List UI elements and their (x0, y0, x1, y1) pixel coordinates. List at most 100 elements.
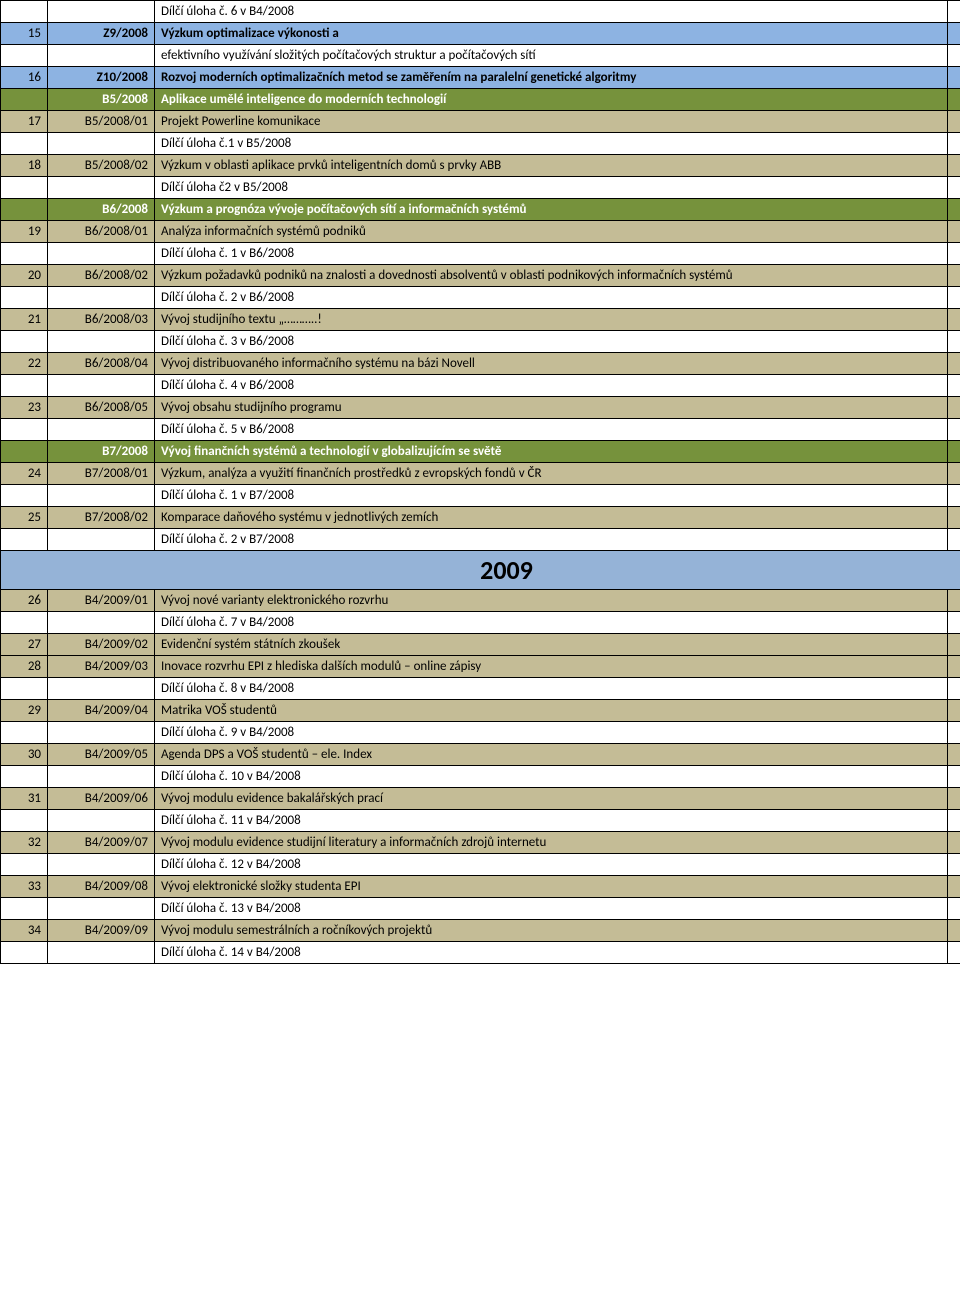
row-num (1, 942, 48, 964)
row-num (1, 243, 48, 265)
description: Vývoj finančních systémů a technologií v… (155, 441, 948, 463)
tag: EI (948, 309, 960, 331)
code (48, 854, 155, 876)
table-row: 18B5/2008/02Výzkum v oblasti aplikace pr… (1, 155, 960, 177)
code: B6/2008 (48, 199, 155, 221)
code: B4/2009/08 (48, 876, 155, 898)
code: B4/2009/02 (48, 634, 155, 656)
code: B6/2008/01 (48, 221, 155, 243)
table-row: Dílčí úloha č. 3 v B6/2008 (1, 331, 960, 353)
row-num (1, 375, 48, 397)
code (48, 331, 155, 353)
table-row: Dílčí úloha č. 1 v B6/2008 (1, 243, 960, 265)
table-row: B6/2008Výzkum a prognóza vývoje počítačo… (1, 199, 960, 221)
row-num (1, 898, 48, 920)
tag: EI (948, 353, 960, 375)
row-num: 26 (1, 590, 48, 612)
table-row: Dílčí úloha č. 13 v B4/2008 (1, 898, 960, 920)
row-num: 34 (1, 920, 48, 942)
tag (948, 177, 960, 199)
table-row: Dílčí úloha č. 1 v B7/2008 (1, 485, 960, 507)
table-row: Dílčí úloha č. 10 v B4/2008 (1, 766, 960, 788)
tag (948, 419, 960, 441)
table-row: Dílčí úloha č. 8 v B4/2008 (1, 678, 960, 700)
table-row: Dílčí úloha č. 6 v B4/2008 (1, 1, 960, 23)
data-table: Dílčí úloha č. 6 v B4/200815Z9/2008Výzku… (0, 0, 960, 964)
row-num (1, 419, 48, 441)
row-num: 28 (1, 656, 48, 678)
table-row: 20B6/2008/02Výzkum požadavků podniků na … (1, 265, 960, 287)
description: Matrika VOŠ studentů (155, 700, 948, 722)
code (48, 287, 155, 309)
table-row: 17B5/2008/01Projekt Powerline komunikace… (1, 111, 960, 133)
tag (948, 529, 960, 551)
description: Dílčí úloha č. 1 v B7/2008 (155, 485, 948, 507)
code (48, 942, 155, 964)
tag: EI (948, 199, 960, 221)
code (48, 419, 155, 441)
tag: FD (948, 507, 960, 529)
description: Dílčí úloha č. 6 v B4/2008 (155, 1, 948, 23)
row-num: 15 (1, 23, 48, 45)
tag: EI (948, 221, 960, 243)
description: Dílčí úloha č. 7 v B4/2008 (155, 612, 948, 634)
tag (948, 265, 960, 287)
description: Dílčí úloha č. 10 v B4/2008 (155, 766, 948, 788)
code: B5/2008 (48, 89, 155, 111)
table-row: 33B4/2009/08Vývoj elektronické složky st… (1, 876, 960, 898)
row-num (1, 766, 48, 788)
description: Vývoj obsahu studijního programu (155, 397, 948, 419)
row-num (1, 678, 48, 700)
table-row: 2009 (1, 551, 960, 590)
description: Dílčí úloha č.1 v B5/2008 (155, 133, 948, 155)
code (48, 45, 155, 67)
row-num: 19 (1, 221, 48, 243)
description: Dílčí úloha č. 9 v B4/2008 (155, 722, 948, 744)
tag: EP (948, 700, 960, 722)
table-row: B7/2008Vývoj finančních systémů a techno… (1, 441, 960, 463)
row-num: 33 (1, 876, 48, 898)
tag (948, 722, 960, 744)
table-row: Dílčí úloha č2 v B5/2008 (1, 177, 960, 199)
description: Dílčí úloha č. 8 v B4/2008 (155, 678, 948, 700)
table-row: efektivního využívání složitých počítačo… (1, 45, 960, 67)
code: B4/2009/09 (48, 920, 155, 942)
tag (948, 45, 960, 67)
code (48, 485, 155, 507)
tag: FD (948, 441, 960, 463)
table-row: Dílčí úloha č. 12 v B4/2008 (1, 854, 960, 876)
tag (948, 331, 960, 353)
table-row: Dílčí úloha č. 7 v B4/2008 (1, 612, 960, 634)
description: Dílčí úloha č. 2 v B6/2008 (155, 287, 948, 309)
description: efektivního využívání složitých počítačo… (155, 45, 948, 67)
description: Výzkum a prognóza vývoje počítačových sí… (155, 199, 948, 221)
description: Vývoj nové varianty elektronického rozvr… (155, 590, 948, 612)
description: Výzkum, analýza a využití finančních pro… (155, 463, 948, 485)
tag (948, 375, 960, 397)
tag: EP (948, 397, 960, 419)
tag (948, 612, 960, 634)
tag: EP (948, 89, 960, 111)
row-num: 17 (1, 111, 48, 133)
row-num (1, 485, 48, 507)
table-row: Dílčí úloha č. 2 v B6/2008 (1, 287, 960, 309)
description: Dílčí úloha č. 14 v B4/2008 (155, 942, 948, 964)
code (48, 722, 155, 744)
row-num (1, 529, 48, 551)
description: Inovace rozvrhu EPI z hlediska dalších m… (155, 656, 948, 678)
table-row: Dílčí úloha č. 14 v B4/2008 (1, 942, 960, 964)
tag (948, 766, 960, 788)
code: B6/2008/05 (48, 397, 155, 419)
code (48, 375, 155, 397)
code: B6/2008/04 (48, 353, 155, 375)
table-row: B5/2008Aplikace umělé inteligence do mod… (1, 89, 960, 111)
description: Dílčí úloha č2 v B5/2008 (155, 177, 948, 199)
row-num (1, 854, 48, 876)
table-row: 28B4/2009/03Inovace rozvrhu EPI z hledis… (1, 656, 960, 678)
description: Dílčí úloha č. 4 v B6/2008 (155, 375, 948, 397)
tag: EI (948, 788, 960, 810)
tag (948, 287, 960, 309)
tag (948, 898, 960, 920)
tag: FD (948, 463, 960, 485)
code: B6/2008/03 (48, 309, 155, 331)
